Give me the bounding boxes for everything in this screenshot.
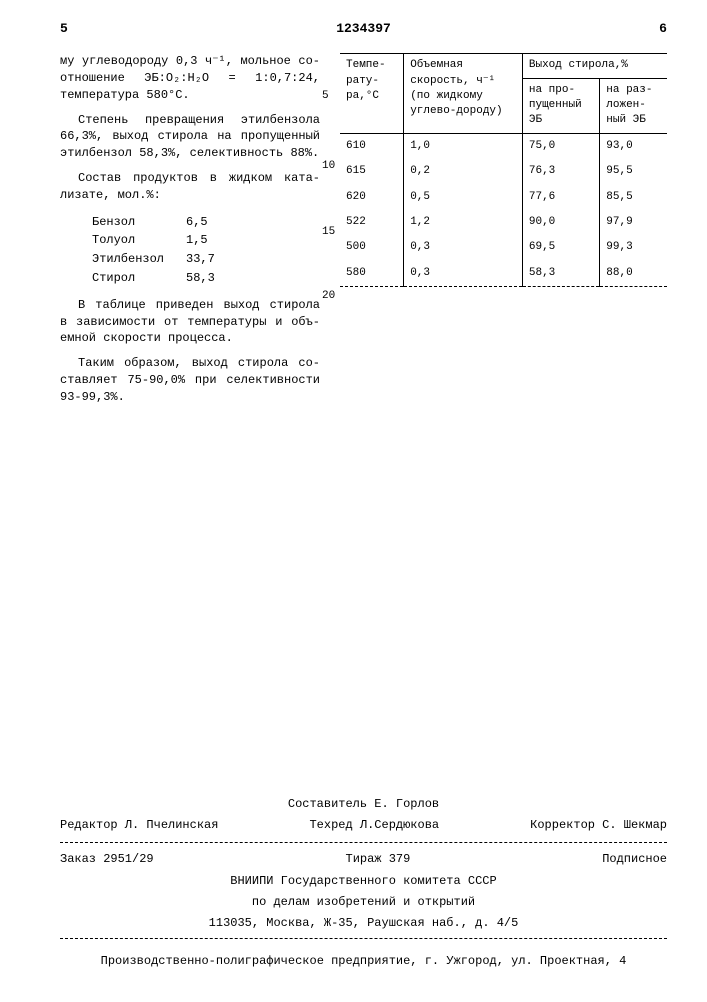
circulation: Тираж 379 [346, 851, 411, 868]
page-number-left: 5 [60, 20, 68, 38]
table-row: 6150,276,395,5 [340, 159, 667, 184]
th-yield-decomposed: на раз-ложен-ный ЭБ [600, 78, 667, 133]
colophon: Составитель Е. Горлов Редактор Л. Пчелин… [60, 794, 667, 973]
corrector: Корректор С. Шекмар [530, 817, 667, 834]
organization-1: ВНИИПИ Государственного комитета СССР [60, 871, 667, 892]
th-rate: Объемная скорость, ч⁻¹ (по жидкому углев… [404, 54, 523, 134]
left-text-column: му углеводороду 0,3 ч⁻¹, мольное со-отно… [60, 53, 320, 413]
composition-table: Бензол6,5 Толуол1,5 Этилбензол33,7 Стиро… [90, 212, 237, 289]
table-row: 6101,075,093,0 [340, 133, 667, 159]
styrene-yield-table: Темпе-рату-ра,°С Объемная скорость, ч⁻¹ … [340, 53, 667, 287]
paragraph-1: му углеводороду 0,3 ч⁻¹, мольное со-отно… [60, 53, 320, 103]
printer: Производственно-полиграфическое предприя… [60, 951, 667, 972]
page-number-right: 6 [659, 20, 667, 38]
editor: Редактор Л. Пчелинская [60, 817, 218, 834]
address-1: 113035, Москва, Ж-35, Раушская наб., д. … [60, 913, 667, 934]
tech-editor: Техред Л.Сердюкова [309, 817, 439, 834]
table-row: 6200,577,685,5 [340, 185, 667, 210]
organization-2: по делам изобретений и открытий [60, 892, 667, 913]
paragraph-3: Состав продуктов в жидком ката-лизате, м… [60, 170, 320, 204]
compiler: Составитель Е. Горлов [60, 794, 667, 815]
page-header: 5 1234397 6 [60, 20, 667, 38]
th-temperature: Темпе-рату-ра,°С [340, 54, 404, 134]
table-row: 5000,369,599,3 [340, 235, 667, 260]
th-yield-span: Выход стирола,% [522, 54, 667, 78]
paragraph-5: Таким образом, выход стирола со-ставляет… [60, 355, 320, 405]
document-number: 1234397 [336, 20, 391, 38]
order-number: Заказ 2951/29 [60, 851, 154, 868]
paragraph-4: В таблице приведен выход стирола в завис… [60, 297, 320, 347]
subscription: Подписное [602, 851, 667, 868]
table-row: 5800,358,388,0 [340, 261, 667, 287]
table-row: 5221,290,097,9 [340, 210, 667, 235]
right-table-column: 5 10 15 20 Темпе-рату-ра,°С Объемная ско… [340, 53, 667, 413]
th-yield-passed: на про-пущенный ЭБ [522, 78, 599, 133]
paragraph-2: Степень превращения этилбензола 66,3%, в… [60, 112, 320, 162]
